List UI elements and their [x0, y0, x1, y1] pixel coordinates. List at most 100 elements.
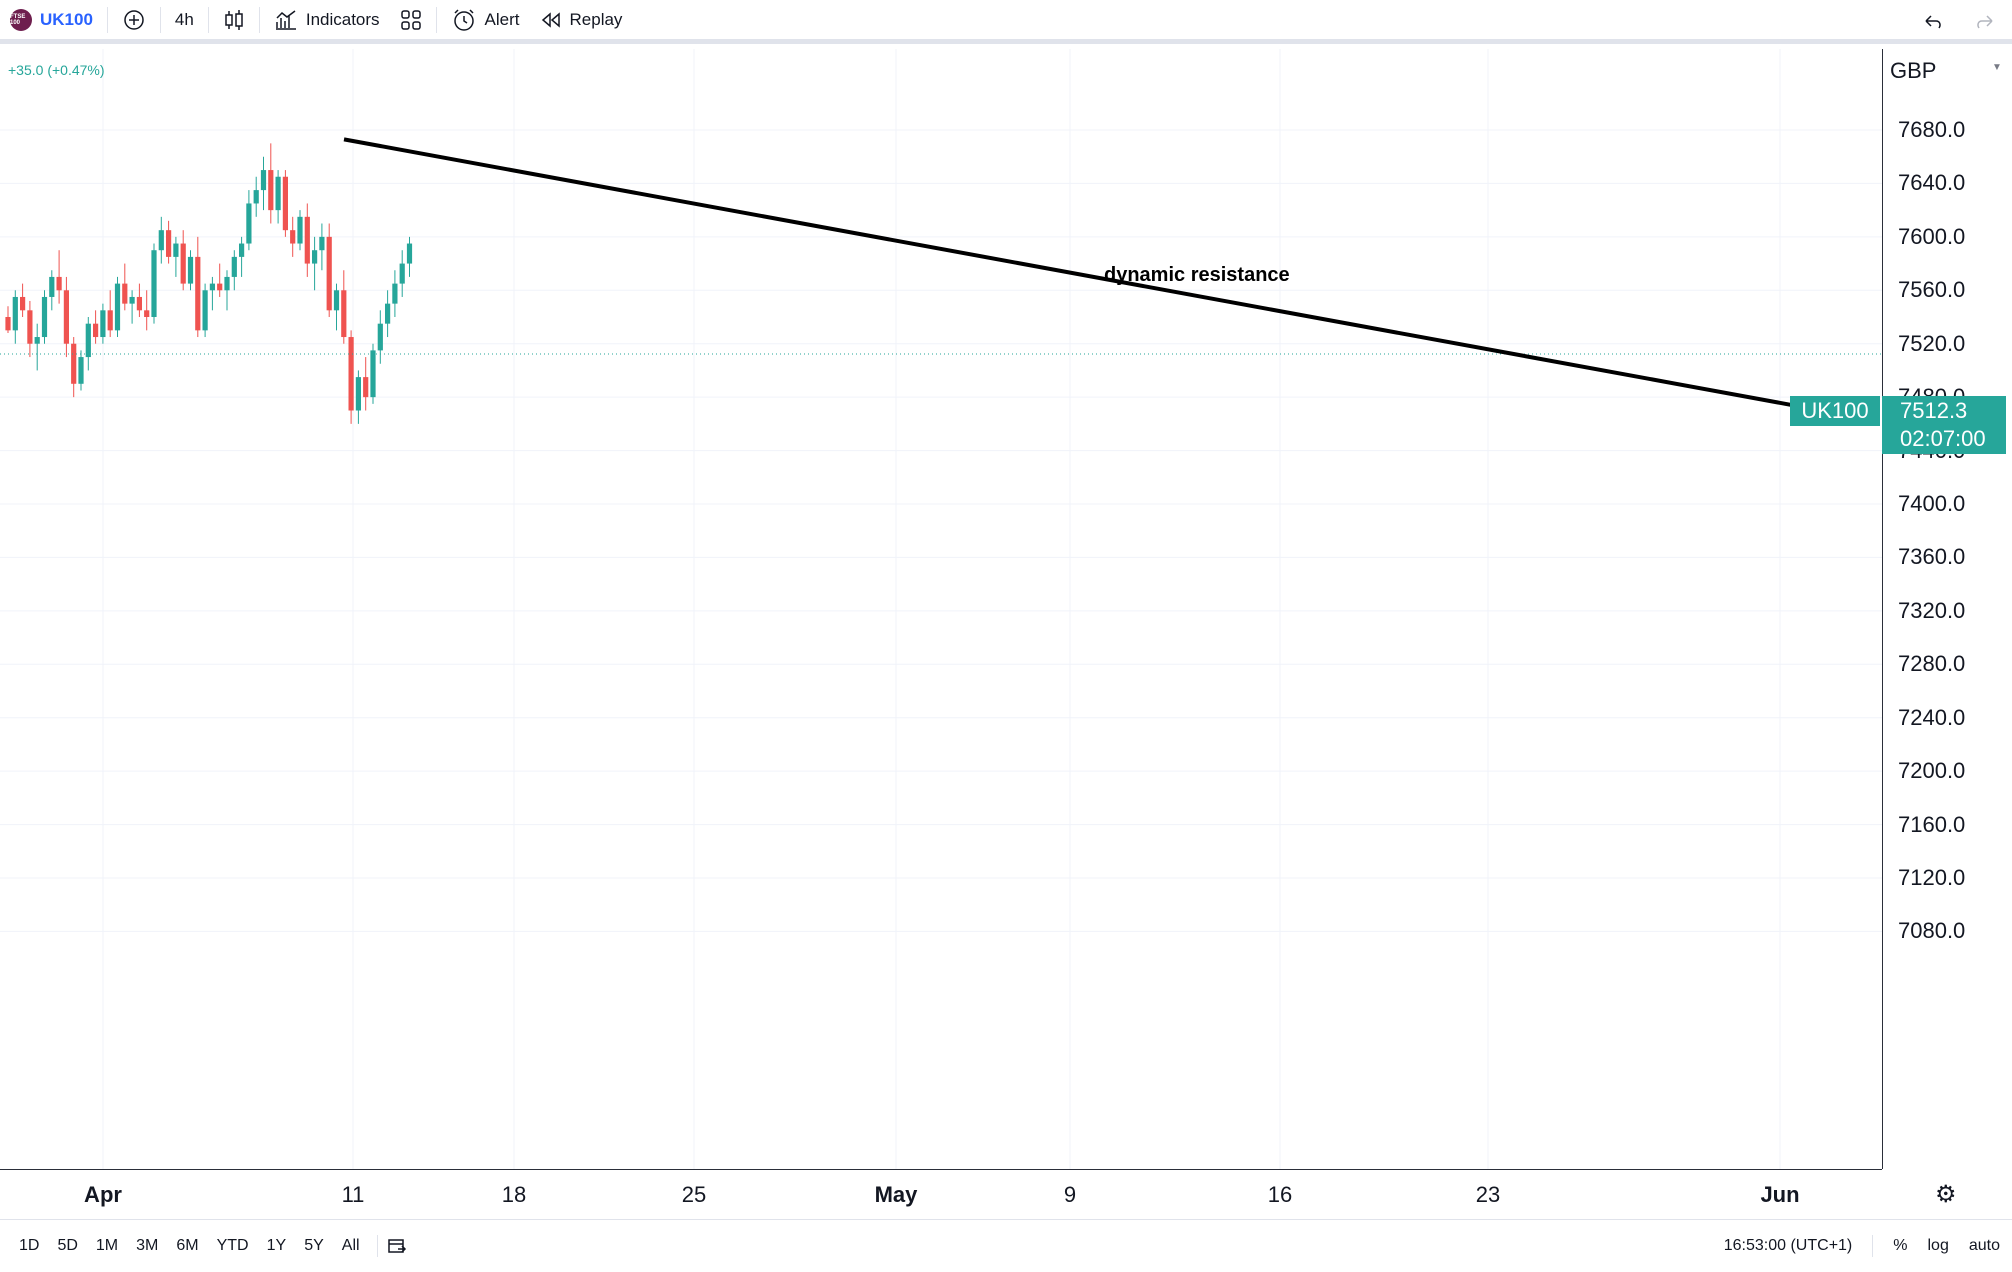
- candle: [12, 290, 18, 344]
- range-button[interactable]: YTD: [216, 1236, 249, 1254]
- candle: [290, 216, 296, 257]
- interval-button[interactable]: 4h: [165, 0, 204, 42]
- alert-button[interactable]: Alert: [441, 0, 530, 42]
- range-button[interactable]: 1D: [19, 1236, 40, 1254]
- candle: [392, 270, 398, 317]
- range-button[interactable]: 5D: [57, 1236, 78, 1254]
- candle: [78, 350, 84, 391]
- candle-body: [209, 283, 215, 291]
- candle-body: [56, 276, 62, 291]
- candle: [333, 283, 340, 331]
- chart-type-button[interactable]: [213, 0, 255, 42]
- percent-scale-toggle[interactable]: %: [1893, 1237, 1908, 1254]
- candle: [326, 223, 332, 317]
- trendline-annotation[interactable]: dynamic resistance: [1104, 264, 1290, 286]
- candle-body: [348, 337, 354, 411]
- candle-body: [370, 350, 376, 398]
- price-tick-label: 7280.0: [1898, 651, 1966, 677]
- bottom-right-controls: 16:53:00 (UTC+1) % log auto: [1724, 1220, 2000, 1272]
- candle: [224, 270, 230, 311]
- price-tick-label: 7600.0: [1898, 223, 1966, 249]
- candle: [275, 170, 281, 224]
- toolbar-divider: [376, 1234, 378, 1257]
- candle-body: [114, 283, 121, 331]
- indicators-button[interactable]: Indicators: [264, 0, 390, 42]
- candle: [319, 223, 325, 271]
- candle-body: [136, 296, 142, 311]
- undo-icon[interactable]: [1922, 12, 1944, 32]
- range-button[interactable]: 1M: [95, 1236, 119, 1254]
- candle-body: [392, 283, 398, 304]
- chevron-down-icon[interactable]: ▼: [1992, 62, 2002, 73]
- plus-circle-icon: [124, 9, 144, 30]
- time-tick-label: Jun: [1760, 1182, 1800, 1207]
- candle: [27, 300, 33, 358]
- price-tick-label: 7160.0: [1898, 811, 1966, 837]
- candle: [217, 263, 223, 297]
- bottom-toolbar: 1D 5D 1M 3M 6M YTD 1Y 5Y All 16:53:00 (UTC+1) % …: [0, 1219, 2012, 1271]
- candle: [107, 290, 113, 338]
- candle: [129, 290, 135, 324]
- price-chart[interactable]: [0, 49, 1882, 1169]
- price-scale[interactable]: [1882, 49, 2012, 1169]
- time-tick-label: May: [874, 1182, 918, 1207]
- range-button[interactable]: 5Y: [304, 1236, 324, 1254]
- replay-label: Replay: [569, 9, 623, 29]
- candle-body: [275, 176, 281, 211]
- undo-redo-group: [1922, 0, 1996, 44]
- time-tick-label: 25: [681, 1182, 707, 1207]
- log-scale-toggle[interactable]: log: [1927, 1237, 1949, 1254]
- toolbar-divider: [207, 6, 209, 33]
- symbol-search[interactable]: FTSE 100 UK100: [0, 0, 103, 42]
- compare-button[interactable]: [112, 0, 156, 42]
- candle-body: [187, 256, 194, 284]
- time-tick-label: 9: [1063, 1182, 1077, 1207]
- replay-button[interactable]: Replay: [530, 0, 633, 42]
- toolbar-divider: [258, 6, 260, 33]
- templates-button[interactable]: [390, 0, 432, 42]
- redo-icon[interactable]: [1974, 12, 1996, 32]
- currency-label[interactable]: GBP: [1890, 58, 1937, 83]
- time-tick-label: Apr: [84, 1182, 122, 1207]
- range-button[interactable]: 6M: [176, 1236, 199, 1254]
- candle-body: [173, 243, 179, 257]
- candle: [166, 220, 172, 264]
- candle-body: [20, 296, 26, 311]
- candle: [144, 290, 150, 331]
- candle-body: [399, 263, 405, 284]
- range-button[interactable]: 3M: [136, 1236, 159, 1254]
- candle-body: [355, 377, 361, 411]
- candle-body: [41, 296, 48, 338]
- range-button[interactable]: All: [341, 1236, 360, 1254]
- auto-scale-toggle[interactable]: auto: [1968, 1237, 2000, 1254]
- candle: [56, 250, 62, 304]
- price-tick-label: 7080.0: [1898, 918, 1966, 944]
- candle-body: [158, 230, 164, 251]
- candle: [253, 176, 259, 217]
- candle-body: [246, 203, 252, 244]
- time-axis[interactable]: [0, 1169, 1882, 1219]
- goto-date-icon[interactable]: [386, 1236, 408, 1256]
- symbol-logo: FTSE 100: [10, 8, 32, 31]
- candle-body: [27, 310, 33, 344]
- gear-icon[interactable]: ⚙: [1935, 1181, 1957, 1208]
- candle-body: [377, 323, 383, 351]
- candle: [282, 170, 288, 237]
- candle-body: [260, 170, 267, 191]
- indicators-label: Indicators: [305, 9, 380, 29]
- toolbar-divider: [106, 6, 108, 33]
- candle-body: [406, 243, 413, 264]
- candle: [348, 330, 354, 424]
- last-price-value: 7512.3: [1900, 398, 1968, 423]
- candle: [100, 303, 106, 344]
- alert-label: Alert: [484, 9, 520, 29]
- candle-body: [5, 316, 11, 331]
- candle-body: [180, 243, 186, 284]
- last-price-symbol-badge: UK100: [1790, 396, 1880, 426]
- timezone-clock[interactable]: 16:53:00 (UTC+1): [1723, 1237, 1853, 1254]
- range-button[interactable]: 1Y: [266, 1236, 287, 1254]
- templates-icon: [400, 9, 421, 30]
- candle-body: [224, 276, 230, 291]
- chart-pane[interactable]: [0, 49, 1882, 1169]
- candle: [151, 243, 157, 324]
